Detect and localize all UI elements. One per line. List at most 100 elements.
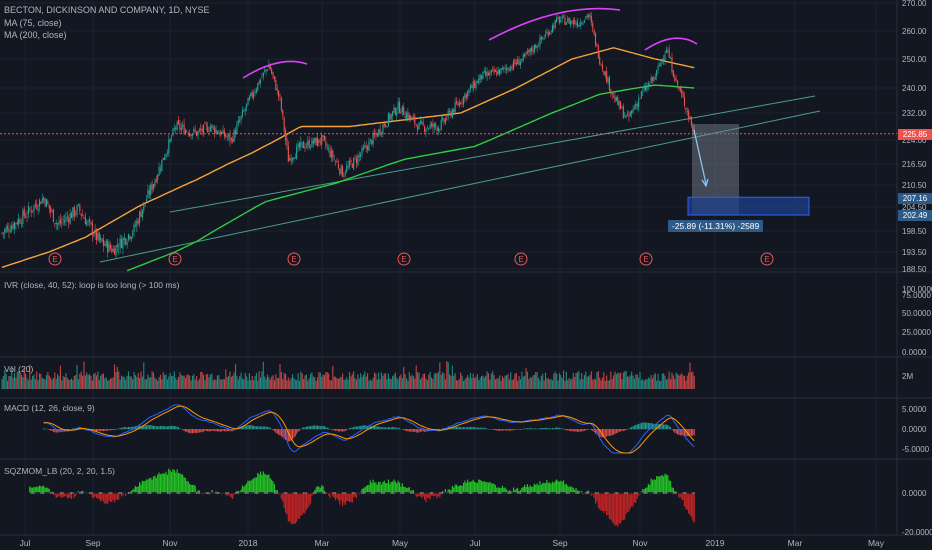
sqz-bar [622,493,624,520]
volume-bar [7,380,9,389]
volume-bar [197,380,199,389]
candle-body [175,127,177,130]
ma200-legend[interactable]: MA (200, close) [4,30,67,40]
volume-bar [158,377,160,389]
volume-bar [22,377,24,389]
macd-hist-bar [62,429,64,432]
candle-body [543,38,545,40]
volume-bar [437,371,440,389]
volume-bar [339,377,341,389]
price-axis[interactable]: 270.00260.00250.00240.00232.00224.00216.… [902,0,927,274]
macd-hist-bar [494,429,496,431]
macd-hist-bar [72,428,74,430]
candle-body [646,85,648,91]
candle-body [506,68,508,70]
sqz-dot [222,492,224,494]
sqz-bar [429,493,431,500]
macd-hist-bar [368,425,370,430]
volume-bar [414,378,416,389]
candle-body [133,223,135,232]
candle-body [172,128,174,136]
volume-bar [173,371,175,389]
candle-body [556,17,558,22]
macd-hist-bar [618,429,620,432]
candle-body [322,135,324,138]
candle-body [87,220,89,222]
sqz-bar [29,486,31,494]
volume-bar [576,372,579,389]
macd-hist-bar [148,425,150,430]
macd-hist-bar [101,429,103,432]
macd-hist-bar [574,429,576,432]
sqz-panel-label[interactable]: SQZMOM_LB (20, 2, 20, 1.5) [4,466,116,476]
volume-bar [147,374,149,389]
macd-hist-bar [424,429,426,432]
macd-hist-bar [221,429,223,432]
volume-bar [603,372,605,389]
sqz-bar [685,493,687,510]
volume-bar [553,373,555,389]
macd-hist-bar [243,425,245,430]
volume-bar [444,379,446,389]
macd-hist-bar [189,429,191,433]
ma75-legend[interactable]: MA (75, close) [4,18,62,28]
sqz-bar [600,493,602,511]
macd-hist-bar [533,428,535,430]
volume-bar [383,373,385,389]
macd-hist-bar [625,429,627,430]
macd-hist-bar [193,429,195,433]
candle-body [321,135,323,145]
macd-hist-bar [564,429,566,430]
candle-body [90,221,92,225]
candle-body [186,130,188,132]
candle-body [162,157,164,161]
macd-hist-bar [613,429,615,435]
sqz-dot [674,492,676,494]
volume-bar [565,371,567,389]
volume-bar [189,375,191,389]
sqz-bar [307,493,309,509]
vol-panel-label[interactable]: Vol (20) [4,364,34,374]
volume-bar [97,371,99,389]
ivr-panel-label[interactable]: IVR (close, 40, 52): loop is too long (>… [4,280,180,290]
candle-body [574,20,576,24]
candle-body [528,49,530,53]
volume-bar [123,377,125,389]
candle-body [365,145,367,148]
macd-hist-bar [337,429,339,432]
candle-body [496,71,498,76]
sqz-dot [394,492,396,494]
volume-bar [433,373,435,389]
sqz-dot [532,492,534,494]
sqz-dot [241,492,243,494]
candle-body [614,96,616,102]
candle-body [354,157,356,159]
macd-hist-bar [52,429,54,432]
candle-body [291,158,294,160]
sqz-bar [512,487,515,494]
sqz-dot [86,492,88,494]
candle-body [606,71,608,83]
earnings-marker: E [764,255,769,264]
volume-bar [314,377,316,389]
sqz-bar [107,493,109,505]
macd-hist-bar [531,428,533,430]
sqz-bar [423,493,426,500]
sqz-dot [285,492,287,494]
sqz-bar [678,493,680,498]
macd-panel-label[interactable]: MACD (12, 26, close, 9) [4,403,95,413]
measure-label[interactable]: -25.89 (-11.31%) -2589 [668,220,764,232]
macd-hist-bar [496,429,498,431]
sqz-dot [510,492,512,494]
sqz-bar [322,486,324,494]
candle-body [497,70,499,75]
macd-hist-bar [307,426,309,430]
sqz-bar [41,486,43,494]
candle-body [599,56,601,64]
date-axis[interactable]: Jul Sep Nov 2018 Mar May Jul Sep Nov 2019 Mar May [20,538,885,548]
sqz-dot [223,492,225,494]
date-tick-label: Mar [788,538,803,548]
volume-bar [478,380,480,389]
